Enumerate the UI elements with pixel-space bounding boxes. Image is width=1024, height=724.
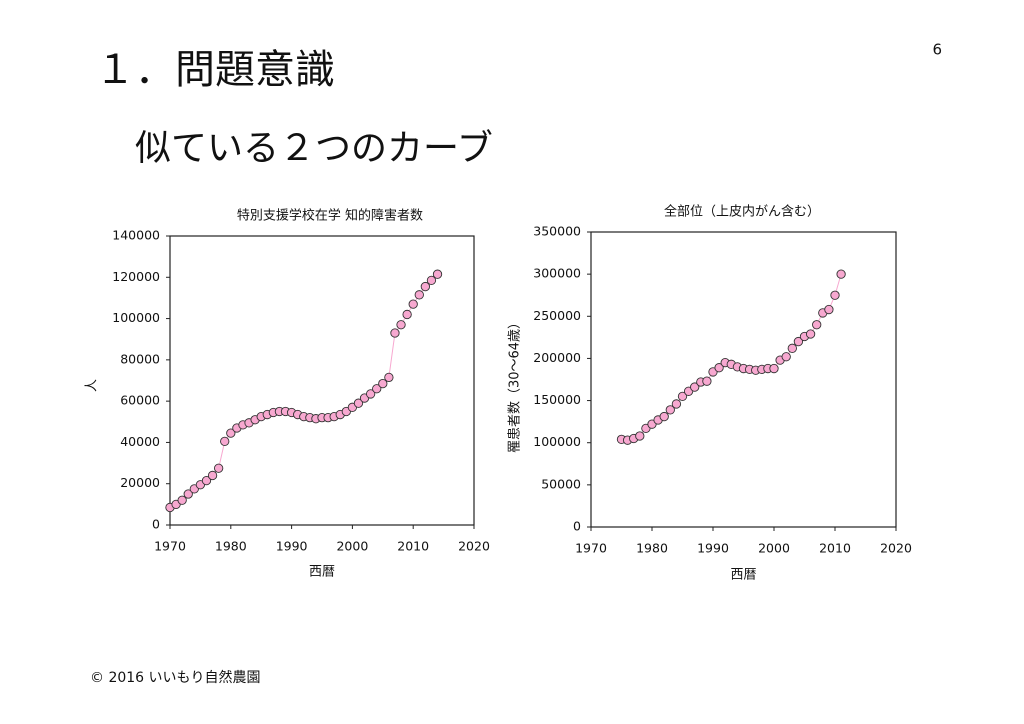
data-point [805, 329, 816, 339]
x-tick-label: 2010 [819, 541, 851, 556]
x-tick-label: 1990 [697, 541, 729, 556]
data-point [836, 269, 846, 279]
x-tick-label: 1980 [636, 541, 668, 556]
data-point [414, 290, 424, 300]
y-tick-label: 0 [573, 519, 581, 534]
data-point [677, 391, 688, 402]
y-tick-label: 0 [152, 517, 160, 532]
data-point [213, 463, 224, 473]
data-point [408, 299, 418, 309]
data-point [793, 336, 804, 347]
data-point [207, 470, 218, 481]
data-point [659, 411, 669, 422]
x-tick-label: 1990 [276, 539, 308, 554]
data-point [830, 290, 840, 300]
x-tick-label: 2020 [880, 541, 912, 556]
data-point [702, 376, 712, 386]
data-point [714, 363, 724, 373]
data-point [426, 275, 437, 286]
page-number: 6 [932, 41, 942, 59]
data-point [690, 382, 700, 392]
data-point [220, 436, 230, 447]
data-point [353, 398, 364, 408]
y-tick-label: 120000 [112, 269, 160, 284]
data-point [365, 389, 376, 399]
x-tick-label: 2010 [397, 539, 429, 554]
data-point [787, 343, 797, 353]
data-point [635, 431, 645, 441]
chart-title: 特別支援学校在学 知的障害者数 [237, 208, 423, 224]
y-tick-label: 200000 [533, 350, 581, 365]
data-point [390, 328, 400, 338]
y-tick-label: 100000 [533, 434, 581, 449]
data-point [432, 269, 443, 279]
slide-subtitle: 似ている２つのカーブ [135, 128, 493, 169]
data-point [396, 320, 406, 330]
x-tick-label: 2000 [336, 539, 368, 554]
y-tick-label: 80000 [120, 351, 160, 366]
data-point [177, 495, 187, 505]
data-point [201, 475, 212, 486]
data-point [384, 372, 394, 383]
data-point [420, 281, 431, 292]
footer: © 2016 いいもり自然農園 [90, 669, 261, 686]
y-tick-label: 50000 [541, 476, 581, 491]
y-tick-label: 350000 [533, 224, 581, 239]
data-point [671, 399, 682, 409]
x-tick-label: 1980 [215, 539, 247, 554]
data-point [378, 378, 388, 389]
y-tick-label: 40000 [120, 434, 160, 449]
data-point [781, 352, 791, 362]
plot-frame [169, 235, 475, 526]
x-tick-label: 2020 [458, 539, 490, 554]
x-axis-label: 西暦 [730, 568, 756, 583]
data-point [812, 320, 822, 330]
y-tick-label: 150000 [533, 392, 581, 407]
chart-title: 全部位（上皮内がん含む） [664, 204, 820, 220]
y-tick-label: 60000 [120, 393, 160, 408]
y-tick-label: 20000 [120, 475, 160, 490]
data-point [824, 304, 834, 315]
y-tick-label: 250000 [533, 308, 581, 323]
y-tick-label: 300000 [533, 266, 581, 281]
data-point [665, 405, 675, 415]
plot-frame [590, 231, 897, 528]
data-point [769, 363, 779, 374]
y-tick-label: 100000 [112, 310, 160, 325]
x-tick-label: 1970 [575, 541, 607, 556]
data-point [183, 489, 193, 499]
y-axis-label: 罹患者数（30〜64歳） [508, 316, 523, 453]
slide-title: １．問題意識 [95, 47, 335, 93]
data-point [372, 384, 382, 394]
x-tick-label: 2000 [758, 541, 790, 556]
data-point [402, 309, 412, 320]
y-tick-label: 140000 [112, 228, 160, 243]
data-point [226, 428, 236, 438]
x-tick-label: 1970 [154, 539, 186, 554]
x-axis-label: 西暦 [309, 565, 335, 580]
y-axis-label: 人 [85, 379, 100, 392]
